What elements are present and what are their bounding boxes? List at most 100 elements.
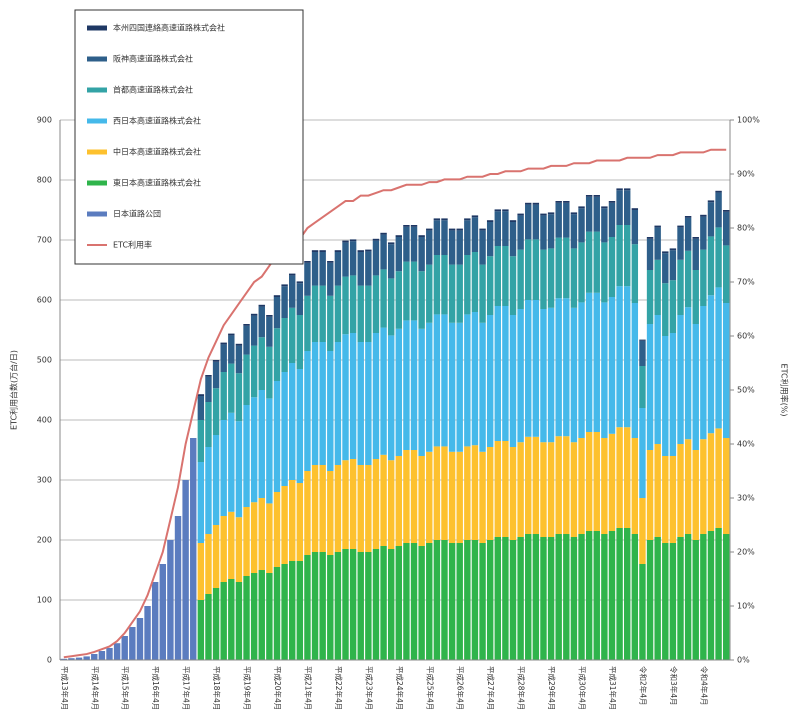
bar	[167, 540, 174, 660]
bar	[494, 306, 501, 441]
bar	[517, 249, 524, 309]
bar	[532, 204, 540, 240]
bar	[684, 250, 692, 308]
bar	[426, 264, 433, 323]
bar	[334, 250, 342, 252]
bar	[715, 192, 722, 228]
bar	[311, 552, 319, 660]
bar	[387, 335, 395, 461]
bar	[319, 552, 326, 660]
bar	[212, 435, 220, 525]
y-tick-label: 200	[37, 536, 52, 545]
x-tick-label: 平成21年4月	[303, 666, 313, 710]
bar	[494, 211, 501, 246]
bar	[228, 333, 235, 336]
bar	[205, 402, 212, 447]
bar	[334, 552, 342, 660]
bar	[547, 307, 555, 443]
bar	[601, 242, 608, 303]
bar	[448, 451, 456, 543]
bar	[631, 208, 639, 210]
bar	[479, 228, 486, 231]
bar	[281, 286, 288, 318]
bar	[547, 442, 555, 537]
bar	[212, 360, 220, 362]
bar	[517, 309, 524, 443]
bar	[471, 445, 479, 540]
bar	[639, 498, 646, 564]
bar	[570, 248, 578, 308]
bar	[631, 210, 639, 245]
bar	[677, 444, 684, 537]
bar	[464, 220, 471, 255]
bar	[456, 451, 463, 543]
bar	[624, 286, 631, 428]
bar	[136, 618, 144, 660]
x-tick-label: 平成20年4月	[273, 666, 283, 710]
x-tick-label: 平成14年4月	[90, 666, 100, 710]
bar	[646, 324, 654, 450]
y2-tick-label: 60%	[737, 332, 755, 341]
bar	[266, 315, 273, 317]
bar	[403, 543, 410, 660]
bar	[540, 249, 547, 309]
x-tick-label: 平成15年4月	[121, 666, 131, 710]
bar	[349, 241, 357, 276]
bar	[525, 534, 532, 660]
bar	[578, 534, 585, 660]
bar	[441, 540, 448, 660]
bar	[593, 195, 600, 197]
bar	[563, 201, 570, 203]
bar	[677, 227, 684, 260]
bar	[631, 534, 639, 660]
bar	[197, 396, 205, 420]
x-tick-label: 平成28年4月	[517, 666, 527, 710]
bar	[486, 540, 494, 660]
bar	[654, 259, 661, 315]
bar	[509, 540, 517, 660]
bar	[197, 543, 205, 600]
bar	[372, 549, 380, 660]
bar	[631, 303, 639, 438]
bar	[365, 251, 372, 286]
bar	[646, 270, 654, 324]
bar	[410, 226, 418, 262]
bar	[509, 256, 517, 315]
bar	[471, 252, 479, 312]
bar	[342, 276, 349, 335]
bar	[639, 340, 646, 366]
bar	[448, 230, 456, 265]
bar	[433, 220, 441, 255]
bar	[387, 549, 395, 660]
bar	[387, 278, 395, 336]
bar	[250, 397, 258, 503]
bar	[662, 336, 669, 456]
bar	[479, 322, 486, 452]
bar	[456, 228, 463, 231]
bar	[601, 302, 608, 438]
bar	[707, 433, 715, 531]
bar	[441, 218, 448, 221]
bar	[700, 214, 707, 217]
y2-tick-label: 70%	[737, 278, 755, 287]
bar	[608, 202, 616, 237]
bar	[106, 648, 113, 660]
bar	[601, 534, 608, 660]
bar	[517, 215, 524, 250]
bar	[327, 351, 334, 471]
bar	[365, 465, 372, 552]
bar	[250, 502, 258, 573]
bar	[722, 303, 730, 438]
bar	[228, 511, 235, 579]
bar	[273, 381, 281, 492]
bar	[585, 196, 593, 232]
bar	[281, 372, 288, 486]
bar	[289, 363, 296, 480]
bar	[646, 237, 654, 239]
bar	[380, 234, 387, 270]
bar	[578, 438, 585, 534]
bar	[441, 314, 448, 447]
bar	[75, 657, 83, 660]
bar	[700, 534, 707, 660]
bar	[624, 190, 631, 225]
